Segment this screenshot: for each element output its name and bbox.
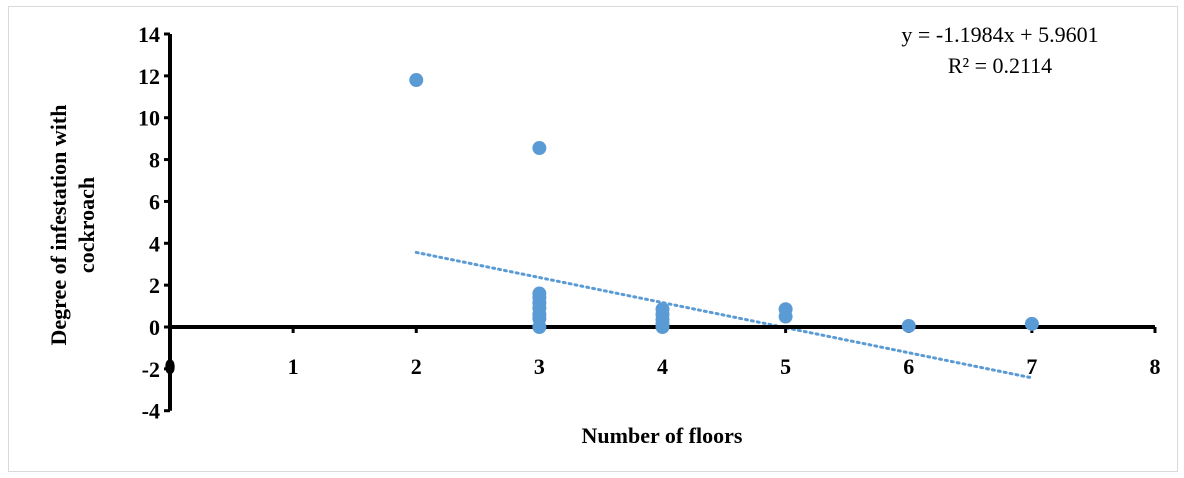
- x-tick-label: 8: [1150, 354, 1161, 379]
- x-tick-label: 2: [411, 354, 422, 379]
- x-tick-label: 3: [534, 354, 545, 379]
- x-axis-title: Number of floors: [582, 423, 743, 448]
- data-point: [778, 309, 793, 324]
- x-tick-label: 1: [288, 354, 299, 379]
- x-tick-label: 5: [780, 354, 791, 379]
- chart-frame: [8, 6, 1178, 472]
- y-tick-label: 0: [149, 315, 160, 340]
- data-point: [532, 320, 547, 334]
- y-tick-label: 6: [149, 189, 160, 214]
- points-layer: [409, 73, 1039, 334]
- data-point: [901, 318, 916, 333]
- y-tick-label: 12: [138, 64, 160, 89]
- x-tick-label: 7: [1026, 354, 1037, 379]
- y-tick-label: 10: [138, 106, 160, 131]
- trendline-equation: y = -1.1984x + 5.9601: [901, 22, 1098, 47]
- data-point: [409, 73, 424, 88]
- trendline: [414, 250, 1034, 380]
- y-tick-label: 14: [138, 22, 160, 47]
- trendline-layer: [414, 250, 1034, 380]
- y-tick-label: 4: [149, 231, 160, 256]
- data-point: [655, 320, 670, 334]
- x-tick-label: 0: [165, 354, 176, 379]
- data-point: [532, 141, 547, 156]
- y-axis-title-line-2: cockroach: [74, 177, 99, 273]
- y-tick-label: -2: [142, 357, 160, 382]
- x-tick-label: 4: [657, 354, 668, 379]
- y-tick-label: 8: [149, 148, 160, 173]
- trendline-r-squared: R² = 0.2114: [948, 53, 1052, 78]
- y-tick-label: 2: [149, 273, 160, 298]
- data-point: [1024, 316, 1039, 331]
- y-tick-label: -4: [142, 399, 160, 424]
- y-axis-title-line-1: Degree of infestation with: [46, 105, 71, 346]
- x-tick-label: 6: [903, 354, 914, 379]
